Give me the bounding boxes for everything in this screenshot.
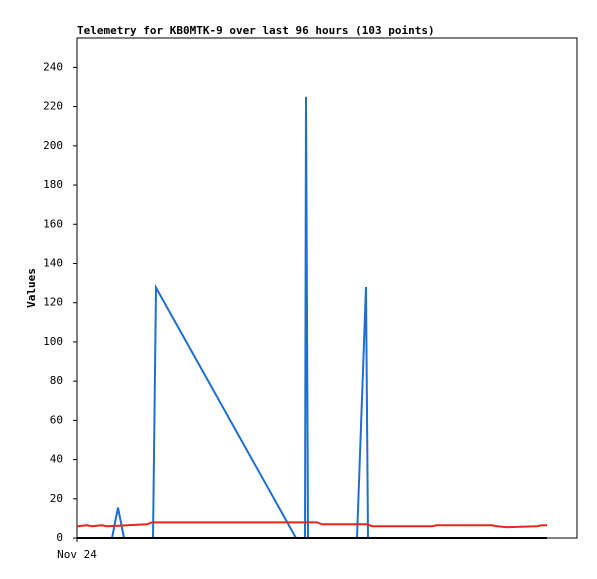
x-tick-label: Nov 24 [57, 548, 97, 561]
y-tick-label: 160 [43, 217, 63, 230]
y-tick-label: 120 [43, 296, 63, 309]
y-tick-label: 200 [43, 139, 63, 152]
y-tick-label: 220 [43, 100, 63, 113]
y-tick-label: 60 [50, 413, 63, 426]
plot-frame [76, 37, 578, 539]
y-tick-label: 20 [50, 492, 63, 505]
y-tick-label: 180 [43, 178, 63, 191]
y-axis-label: Values [25, 268, 38, 308]
y-tick-label: 240 [43, 60, 63, 73]
y-tick-label: 80 [50, 374, 63, 387]
y-tick-label: 0 [56, 531, 63, 544]
y-tick-label: 40 [50, 453, 63, 466]
y-tick-label: 140 [43, 256, 63, 269]
chart-title: Telemetry for KB0MTK-9 over last 96 hour… [77, 24, 435, 37]
series-line [76, 521, 547, 529]
y-tick-label: 100 [43, 335, 63, 348]
